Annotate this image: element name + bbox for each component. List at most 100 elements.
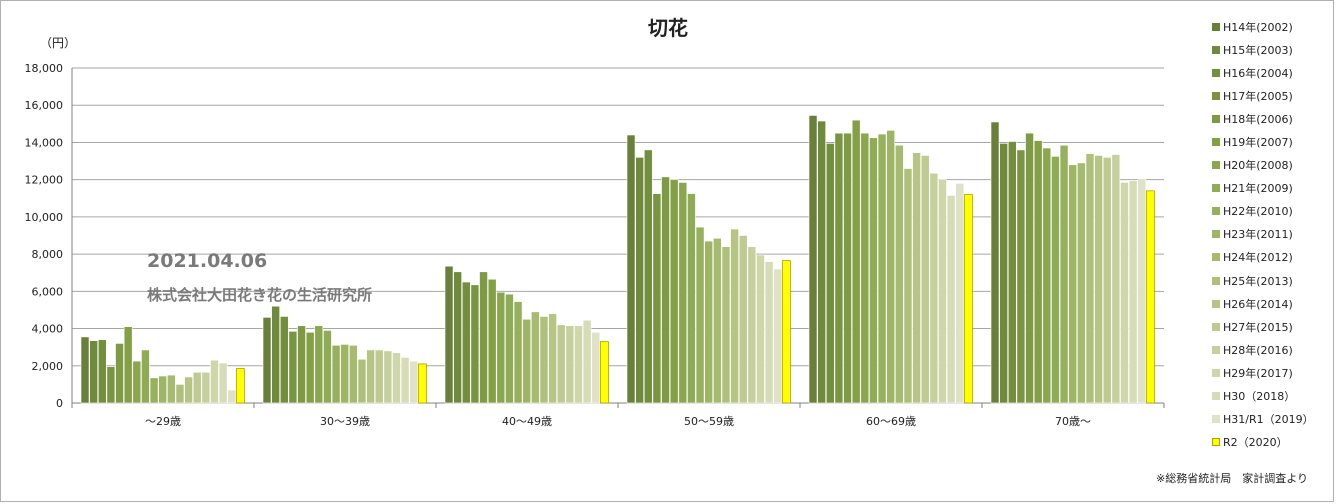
legend-item: H24年(2012)	[1212, 246, 1332, 269]
x-category-label: 60～69歳	[866, 415, 916, 428]
bar	[444, 265, 454, 404]
bar	[817, 120, 826, 404]
bar	[479, 271, 488, 404]
legend-swatch	[1212, 22, 1220, 31]
bar	[262, 317, 272, 404]
legend-swatch	[1212, 68, 1220, 77]
bar	[643, 149, 653, 404]
y-tick-label: 8,000	[32, 248, 64, 261]
legend-item: H15年(2003)	[1212, 38, 1332, 61]
bar	[704, 240, 714, 404]
bar	[869, 137, 878, 404]
bar	[297, 325, 306, 404]
bar	[695, 226, 705, 404]
bar	[89, 340, 98, 404]
bar	[184, 376, 193, 404]
bar	[886, 130, 896, 404]
bar	[539, 316, 549, 404]
legend-item: H30（2018）	[1212, 385, 1332, 408]
legend-item: H26年(2014)	[1212, 292, 1332, 315]
bar	[349, 345, 358, 404]
legend-item: H19年(2007)	[1212, 130, 1332, 153]
bar	[470, 284, 480, 404]
bar	[730, 228, 739, 404]
bar	[357, 358, 367, 404]
bar	[201, 371, 211, 404]
bar	[738, 235, 748, 404]
bar	[522, 318, 532, 404]
bar	[1077, 162, 1086, 404]
bar	[149, 377, 159, 404]
bar	[834, 132, 844, 404]
bar	[1102, 157, 1112, 404]
bar	[167, 374, 176, 404]
legend-swatch	[1212, 138, 1220, 147]
bar	[912, 152, 921, 404]
legend-swatch	[1212, 207, 1220, 216]
legend-label: H17年(2005)	[1223, 89, 1293, 103]
stamp-organization: 株式会社大田花き花の生活研究所	[147, 286, 373, 304]
bar	[331, 345, 341, 404]
x-category-label: 70歳～	[1055, 415, 1091, 428]
bar	[496, 291, 506, 404]
bar	[713, 237, 722, 404]
bar	[487, 278, 497, 404]
bar	[574, 325, 583, 404]
legend-swatch	[1212, 91, 1220, 100]
bar	[400, 357, 410, 404]
legend-item: H18年(2006)	[1212, 107, 1332, 130]
legend-label: H28年(2016)	[1223, 343, 1293, 357]
bar	[582, 319, 592, 404]
bar	[687, 193, 696, 404]
bar	[999, 143, 1008, 404]
bar	[210, 359, 219, 404]
bar	[808, 115, 818, 404]
bar	[123, 326, 133, 404]
legend-label: H20年(2008)	[1223, 159, 1293, 173]
bar	[946, 195, 956, 404]
bar	[1085, 153, 1095, 404]
legend-swatch	[1212, 368, 1220, 377]
bar	[565, 325, 575, 404]
bar	[505, 293, 514, 404]
legend-item: R2（2020）	[1212, 431, 1332, 454]
bar	[271, 305, 280, 404]
bar	[1120, 182, 1129, 404]
legend-item: H14年(2002)	[1212, 15, 1332, 38]
bar	[678, 182, 688, 404]
y-tick-label: 0	[56, 397, 63, 410]
bar	[417, 363, 427, 404]
source-note: ※総務省統計局 家計調査より	[1156, 472, 1308, 485]
bar	[531, 311, 540, 404]
legend-swatch	[1212, 299, 1220, 308]
bar	[1059, 144, 1069, 404]
legend-label: H29年(2017)	[1223, 366, 1293, 380]
bar	[591, 331, 601, 404]
bar	[279, 316, 289, 404]
legend-label: H16年(2004)	[1223, 66, 1293, 80]
bar	[903, 168, 913, 404]
bar	[141, 349, 150, 404]
bar	[669, 179, 679, 404]
stamp-date: 2021.04.06	[147, 250, 268, 272]
legend-swatch	[1212, 45, 1220, 54]
bar	[1042, 147, 1052, 404]
legend-swatch	[1212, 114, 1220, 123]
bar	[963, 194, 973, 404]
legend-label: H21年(2009)	[1223, 182, 1293, 196]
bar	[938, 179, 947, 404]
bar	[895, 144, 904, 404]
legend-item: H29年(2017)	[1212, 361, 1332, 384]
chart-title: 切花	[648, 16, 688, 40]
bar	[106, 366, 116, 404]
legend-item: H25年(2013)	[1212, 269, 1332, 292]
bar	[721, 246, 731, 404]
bar	[323, 330, 332, 404]
legend-label: H18年(2006)	[1223, 112, 1293, 126]
bar	[409, 360, 419, 404]
bar	[773, 268, 783, 404]
legend-swatch	[1212, 438, 1220, 447]
bar	[115, 343, 124, 404]
bar	[461, 281, 471, 404]
bar	[192, 371, 202, 404]
